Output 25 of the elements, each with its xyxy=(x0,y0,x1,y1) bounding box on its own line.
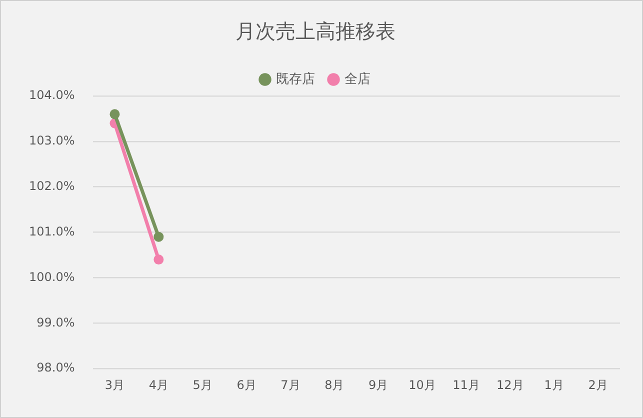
x-tick-label: 12月 xyxy=(496,378,524,392)
chart-title: 月次売上高推移表 xyxy=(236,19,396,44)
y-tick-label: 100.0% xyxy=(28,270,75,284)
y-tick-label: 103.0% xyxy=(28,134,75,148)
x-tick-label: 6月 xyxy=(236,378,256,392)
y-tick-label: 102.0% xyxy=(28,178,75,193)
legend-label: 全店 xyxy=(344,70,370,87)
point xyxy=(154,232,164,242)
x-tick-label: 10月 xyxy=(408,378,436,392)
point xyxy=(154,254,164,265)
y-tick-label: 98.0% xyxy=(36,360,75,375)
x-tick-label: 9月 xyxy=(368,378,388,392)
x-tick-label: 4月 xyxy=(148,378,168,392)
x-tick-label: 8月 xyxy=(324,378,344,392)
legend-label: 既存店 xyxy=(276,70,315,87)
x-tick-label: 11月 xyxy=(452,378,480,392)
x-tick-label: 2月 xyxy=(588,378,608,392)
y-tick-label: 99.0% xyxy=(36,315,75,330)
x-tick-label: 3月 xyxy=(104,378,125,392)
y-tick-label: 101.0% xyxy=(28,224,75,238)
x-tick-label: 7月 xyxy=(280,378,300,392)
x-tick-label: 5月 xyxy=(192,378,212,392)
y-tick-label: 104.0% xyxy=(28,88,75,102)
point xyxy=(110,109,120,120)
x-tick-label: 1月 xyxy=(544,378,564,392)
